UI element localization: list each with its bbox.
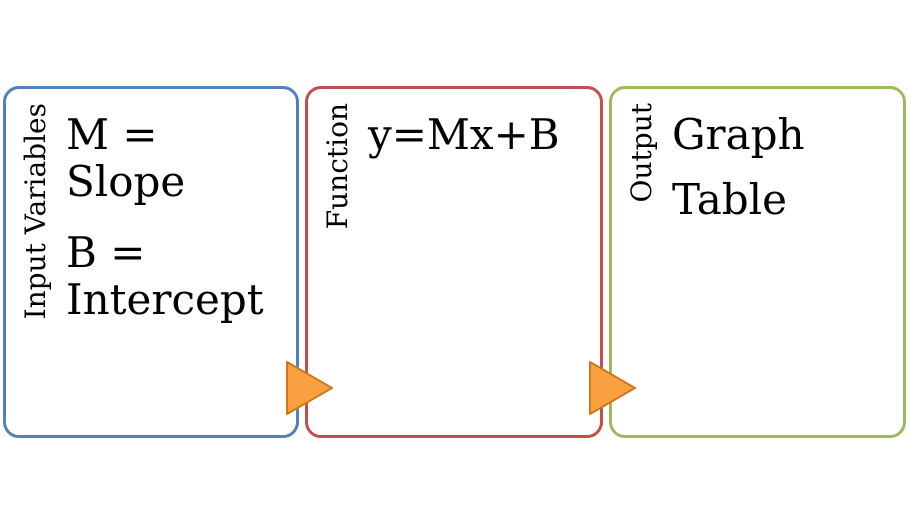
output-list: Graph Table (672, 111, 895, 241)
input-variables-label-container: Input Variables (6, 89, 66, 435)
arrow-right-icon-shape (589, 361, 636, 415)
table-item: Table (672, 175, 787, 225)
intercept-item: B = Intercept (66, 228, 264, 325)
input-variables-box: Input Variables M = Slope B = Intercept (3, 86, 299, 438)
arrow-right-icon (589, 361, 636, 415)
function-box: Function y=Mx+B (305, 86, 603, 438)
function-list: y=Mx+B (368, 111, 592, 158)
arrow-right-icon-shape (286, 361, 333, 415)
output-box: Output Graph Table (609, 86, 906, 438)
function-label: Function (321, 103, 354, 230)
input-variables-label: Input Variables (19, 103, 52, 320)
graph-item: Graph (672, 110, 805, 159)
arrow-right-icon (286, 361, 333, 415)
input-variables-list: M = Slope B = Intercept (66, 111, 288, 347)
slope-item: M = Slope (66, 110, 186, 207)
output-label: Output (625, 103, 658, 203)
equation-item: y=Mx+B (368, 110, 560, 159)
